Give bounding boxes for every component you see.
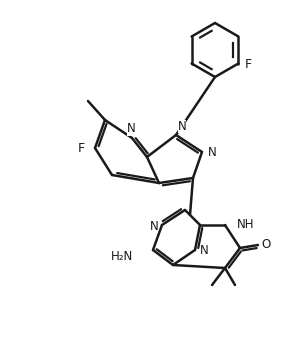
Text: NH: NH (237, 218, 254, 232)
Text: N: N (127, 122, 135, 136)
Text: O: O (261, 239, 271, 251)
Text: N: N (200, 245, 208, 257)
Text: F: F (78, 143, 85, 155)
Text: N: N (208, 147, 216, 160)
Text: N: N (178, 120, 186, 132)
Text: F: F (245, 58, 252, 71)
Text: N: N (150, 219, 158, 233)
Text: H₂N: H₂N (111, 250, 133, 263)
